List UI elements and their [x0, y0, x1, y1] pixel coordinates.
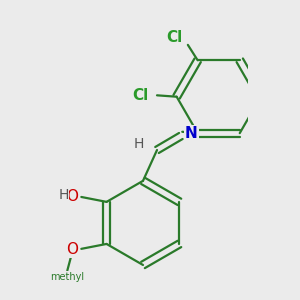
Text: methyl: methyl [50, 272, 84, 282]
Text: H: H [58, 188, 69, 202]
Text: H: H [134, 137, 144, 152]
Text: O: O [67, 189, 79, 204]
Text: Cl: Cl [132, 88, 148, 103]
Text: N: N [185, 126, 198, 141]
Text: Cl: Cl [166, 30, 182, 45]
Text: O: O [67, 242, 79, 257]
